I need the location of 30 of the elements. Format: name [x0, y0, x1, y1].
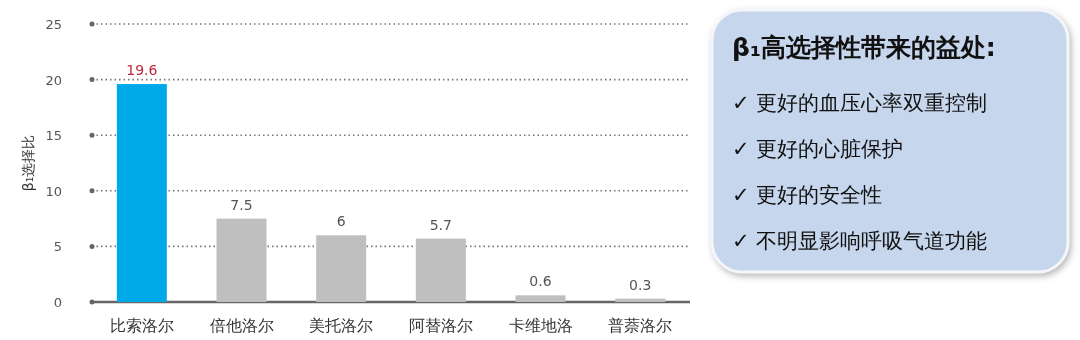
text: ✓ 更好的心脏保护 [732, 137, 904, 161]
bar [615, 298, 666, 302]
data-label: 0.3 [629, 276, 652, 293]
bar [515, 295, 566, 302]
bar [415, 238, 466, 302]
y-tick-label: 25 [45, 17, 62, 32]
x-tick-label: 比索洛尔 [109, 316, 174, 335]
text: ✓ 更好的安全性 [732, 183, 883, 207]
x-tick-label: 阿替洛尔 [408, 316, 473, 335]
x-tick-label: 卡维地洛 [508, 316, 573, 335]
x-tick-label: 倍他洛尔 [209, 316, 274, 335]
text: ✓ 不明显影响呼吸气道功能 [732, 229, 988, 253]
bar [116, 84, 167, 302]
data-label: 7.5 [230, 196, 253, 213]
bar [216, 218, 267, 302]
y-tick-label: 5 [53, 239, 62, 255]
y-tick-label: 15 [45, 128, 62, 144]
y-tick-label: 0 [53, 295, 62, 310]
y-tick-label: 20 [45, 72, 62, 88]
bar [316, 235, 367, 302]
data-label: 19.6 [126, 62, 158, 79]
data-label: 5.7 [429, 216, 452, 233]
text: ✓ 更好的血压心率双重控制 [732, 91, 988, 115]
data-label: 0.6 [529, 273, 552, 290]
y-axis-title: β₁选择比 [20, 134, 36, 192]
x-tick-label: 普萘洛尔 [608, 316, 673, 335]
y-tick-label: 10 [45, 183, 62, 199]
text: β₁高选择性带来的益处: [732, 33, 996, 62]
x-tick-label: 美托洛尔 [309, 316, 374, 335]
data-label: 6 [336, 213, 346, 230]
